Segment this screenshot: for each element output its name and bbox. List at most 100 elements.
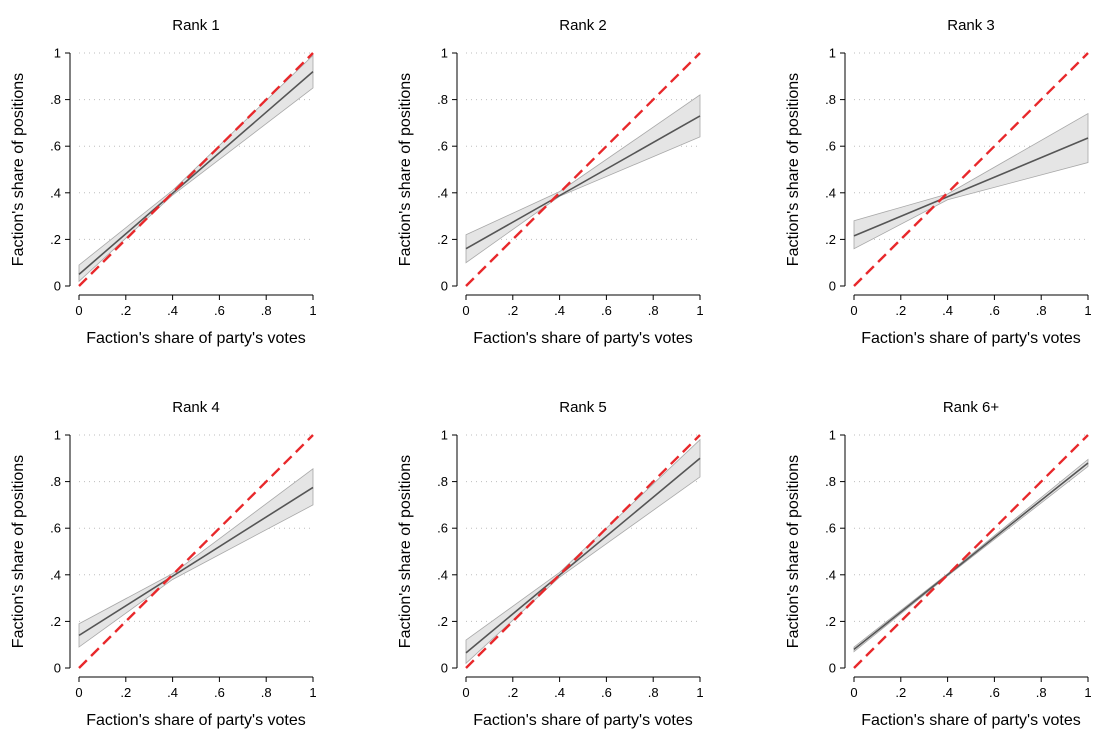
panel-3: 0 .2 .4 .6 .8 1 0 .2 .4 .6 .8 1 Rank 3 Faction's shar… [785,17,1092,347]
y-tick-label: 1 [829,428,836,443]
x-tick-label: .6 [214,303,225,318]
panel-title: Rank 4 [172,399,220,416]
x-axis-label: Faction's share of party's votes [861,712,1081,729]
x-tick-label: .4 [942,685,953,700]
y-tick-label: .6 [50,521,61,536]
panel-title: Rank 1 [172,17,220,34]
y-tick-label: .8 [825,92,836,107]
fitted-line [853,137,1089,237]
x-tick-label: .2 [507,303,518,318]
y-axis-label: Faction's share of positions [10,455,27,648]
y-tick-label: .8 [437,474,448,489]
x-tick-label: 0 [462,685,469,700]
y-tick-label: 1 [54,428,61,443]
x-tick-label: .8 [648,303,659,318]
x-tick-label: 1 [309,303,316,318]
x-tick-label: .4 [167,685,178,700]
diagonal-reference-line [78,434,314,669]
x-tick-label: .8 [1036,685,1047,700]
y-tick-label: .4 [50,567,61,582]
diagonal-reference-line [853,434,1089,669]
x-axis-label: Faction's share of party's votes [86,712,306,729]
y-tick-label: .8 [50,92,61,107]
x-tick-label: .8 [261,303,272,318]
y-axis-label: Faction's share of positions [785,455,802,648]
panel-5: 0 .2 .4 .6 .8 1 0 .2 .4 .6 .8 1 Rank 5 Faction's shar… [397,399,704,729]
panel-6: 0 .2 .4 .6 .8 1 0 .2 .4 .6 .8 1 Rank 6+ Faction's sha… [785,399,1092,729]
x-tick-label: 1 [309,685,316,700]
x-tick-label: .6 [601,303,612,318]
y-tick-label: .6 [437,139,448,154]
x-axis-label: Faction's share of party's votes [473,330,693,347]
x-tick-label: 1 [1084,685,1091,700]
x-tick-label: 0 [75,303,82,318]
confidence-band [465,94,701,264]
x-tick-label: 1 [696,685,703,700]
panel-title: Rank 6+ [943,399,1000,416]
y-tick-label: 0 [54,661,61,676]
panel-2: 0 .2 .4 .6 .8 1 0 .2 .4 .6 .8 1 Rank 2 Faction's shar… [397,17,704,347]
y-tick-label: 1 [54,46,61,61]
x-tick-label: 1 [1084,303,1091,318]
y-tick-label: .4 [825,567,836,582]
x-axis-label: Faction's share of party's votes [473,712,693,729]
y-tick-label: .2 [50,614,61,629]
x-axis-label: Faction's share of party's votes [861,330,1081,347]
diagonal-reference-line [78,52,314,287]
y-axis-label: Faction's share of positions [397,455,414,648]
diagonal-reference-line [853,52,1089,287]
diagonal-reference-line [465,52,701,287]
fitted-line [465,457,701,654]
fitted-line [78,486,314,637]
x-tick-label: 1 [696,303,703,318]
x-tick-label: 0 [462,303,469,318]
confidence-band [78,467,314,648]
x-tick-label: .4 [554,303,565,318]
y-tick-label: .4 [437,567,448,582]
panel-title: Rank 2 [559,17,607,34]
confidence-band [465,438,701,665]
fitted-line [853,462,1089,650]
x-tick-label: 0 [850,303,857,318]
x-tick-label: .6 [601,685,612,700]
fitted-line [465,115,701,250]
y-tick-label: .2 [437,614,448,629]
x-tick-label: .4 [554,685,565,700]
x-tick-label: .2 [507,685,518,700]
y-tick-label: .2 [825,232,836,247]
x-tick-label: .4 [167,303,178,318]
x-tick-label: .2 [120,303,131,318]
y-tick-label: 0 [441,279,448,294]
y-tick-label: 0 [829,279,836,294]
y-tick-label: 1 [441,428,448,443]
y-tick-label: .2 [50,232,61,247]
y-tick-label: .6 [437,521,448,536]
fitted-line [78,71,314,275]
x-tick-label: .4 [942,303,953,318]
panel-4: 0 .2 .4 .6 .8 1 0 .2 .4 .6 .8 1 Rank 4 Faction's shar… [10,399,317,729]
y-tick-label: 0 [54,279,61,294]
x-tick-label: .6 [989,303,1000,318]
panel-1: 0 .2 .4 .6 .8 1 0 .2 .4 .6 .8 1 Rank 1 Faction's shar… [10,17,317,347]
y-tick-label: .6 [825,139,836,154]
panel-title: Rank 3 [947,17,995,34]
y-tick-label: .8 [50,474,61,489]
y-tick-label: .4 [825,185,836,200]
y-tick-label: .6 [825,521,836,536]
x-tick-label: .8 [261,685,272,700]
y-axis-label: Faction's share of positions [785,73,802,266]
y-tick-label: .8 [825,474,836,489]
y-tick-label: .4 [50,185,61,200]
confidence-band [853,112,1089,250]
y-tick-label: .8 [437,92,448,107]
y-tick-label: 1 [441,46,448,61]
x-tick-label: .8 [648,685,659,700]
x-tick-label: 0 [850,685,857,700]
x-tick-label: .2 [895,685,906,700]
x-tick-label: .8 [1036,303,1047,318]
x-tick-label: .6 [989,685,1000,700]
panel-title: Rank 5 [559,399,607,416]
x-tick-label: .2 [895,303,906,318]
y-tick-label: .4 [437,185,448,200]
